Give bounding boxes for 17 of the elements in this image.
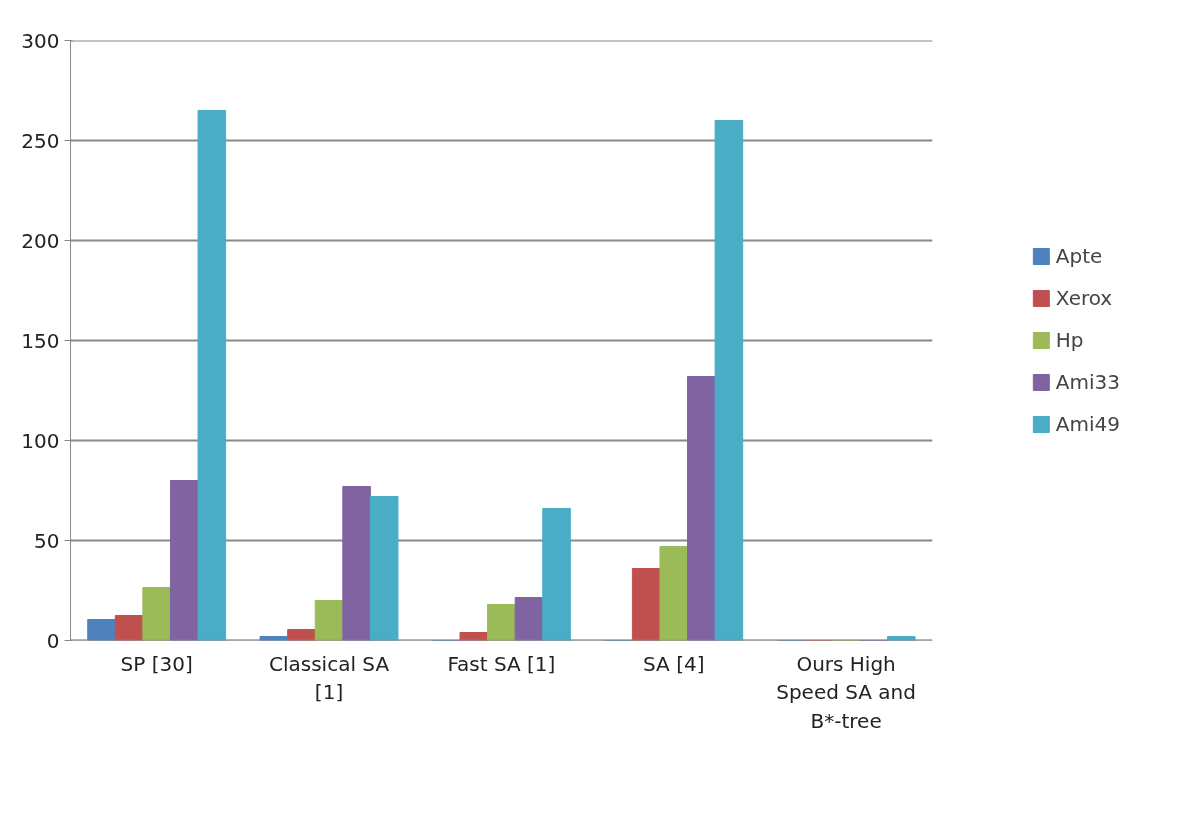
y-tick-label: 100 <box>21 428 60 453</box>
x-tick-label: Ours High Speed SA and B*-tree <box>776 651 917 734</box>
y-tick-label: 200 <box>21 228 60 253</box>
x-tick-label: Classical SA [1] <box>268 651 390 705</box>
y-tick-label: 50 <box>34 528 60 553</box>
legend-label: Hp <box>1055 328 1084 352</box>
y-tick-label: 300 <box>21 28 60 53</box>
x-tick-label: SP [30] <box>120 651 193 676</box>
y-tick-label: 0 <box>46 628 60 653</box>
legend-label: Xerox <box>1055 286 1113 310</box>
y-tick-label: 250 <box>21 128 60 153</box>
y-tick-label: 150 <box>21 328 60 353</box>
x-tick-label: Fast SA [1] <box>447 651 556 676</box>
legend-label: Ami33 <box>1055 370 1120 394</box>
legend-label: Apte <box>1055 244 1103 268</box>
legend-label: Ami49 <box>1055 412 1120 436</box>
x-tick-label: SA [4] <box>643 651 705 676</box>
